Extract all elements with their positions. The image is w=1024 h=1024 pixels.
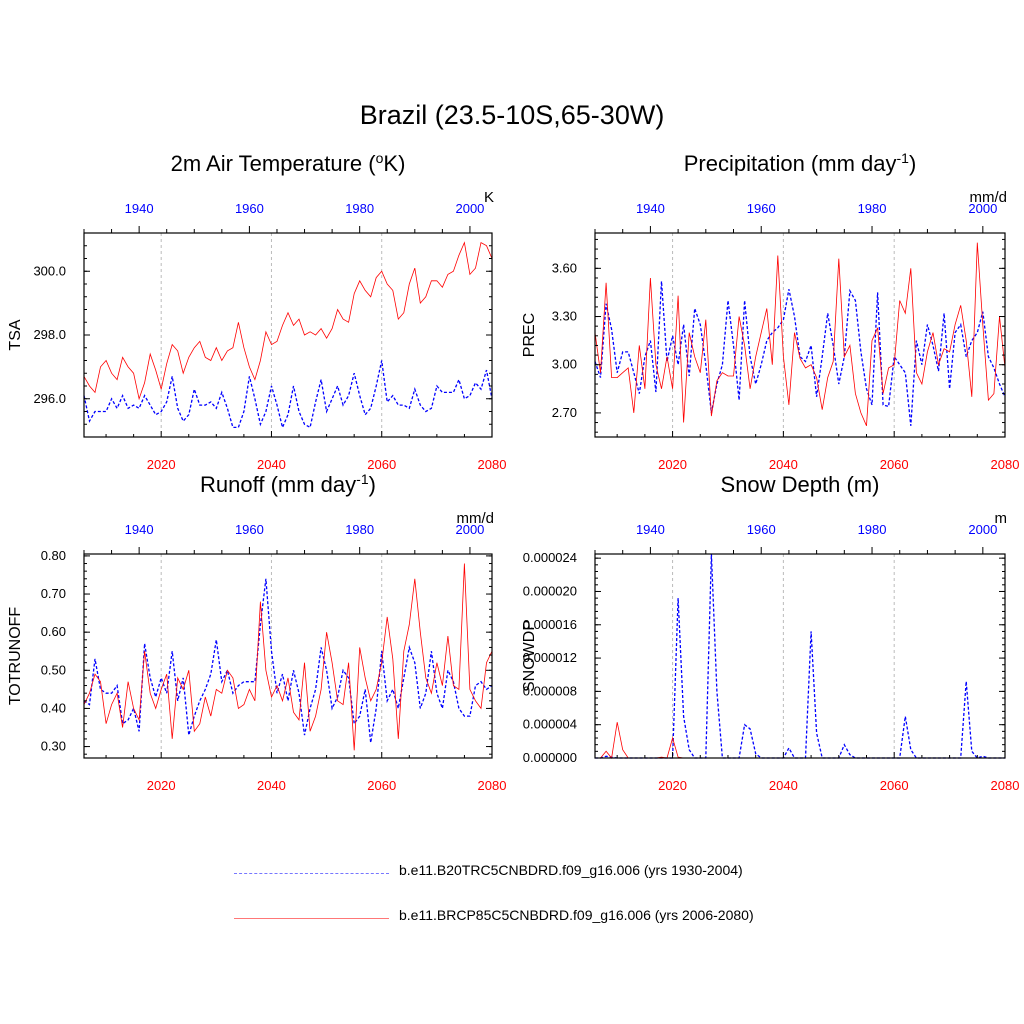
y-tick-label: 3.30: [552, 309, 577, 324]
x-tick-label-top: 2000: [455, 201, 484, 216]
legend-label-future: b.e11.BRCP85C5CNBDRD.f09_g16.006 (yrs 20…: [399, 907, 754, 923]
y-tick-label: 0.000016: [523, 617, 577, 632]
x-tick-label-bottom: 2060: [880, 457, 909, 472]
series-line-future: [83, 241, 493, 401]
x-tick-label-bottom: 2020: [658, 457, 687, 472]
chart-panel-3: Snow Depth (m) m SNOWDP 0.000000 0.000004 0.0…: [521, 472, 1019, 793]
series-line-historical: [594, 281, 1006, 426]
units-label: K: [484, 189, 494, 206]
main-title: Brazil (23.5-10S,65-30W): [359, 100, 665, 130]
plot-frame: [594, 553, 1006, 759]
x-tick-label-bottom: 2060: [880, 778, 909, 793]
y-tick-label: 298.0: [33, 327, 66, 342]
y-tick-label: 0.000004: [523, 717, 577, 732]
series-line-future: [595, 722, 1005, 759]
y-tick-label: 0.30: [41, 739, 66, 754]
y-tick-label: 3.00: [552, 357, 577, 372]
panel-title: Precipitation (mm day-1): [684, 150, 917, 176]
chart-panel-2: Runoff (mm day-1) mm/d TOTRUNOFF 0.30 0.40 0.…: [7, 471, 506, 793]
units-label: mm/d: [970, 189, 1008, 206]
chart-panel-0: 2m Air Temperature (oK) K TSA 296.0 298.0 300…: [7, 150, 506, 472]
y-tick-label: 0.50: [41, 662, 66, 677]
x-tick-label-top: 1960: [235, 522, 264, 537]
y-tick-label: 3.60: [552, 260, 577, 275]
x-tick-label-top: 1960: [235, 201, 264, 216]
chart-panel-1: Precipitation (mm day-1) mm/d PREC 2.70 3.00…: [521, 150, 1019, 472]
x-tick-label-top: 1940: [636, 201, 665, 216]
x-tick-label-bottom: 2020: [658, 778, 687, 793]
panel-title: Runoff (mm day-1): [200, 471, 376, 497]
y-tick-label: 0.000024: [523, 550, 577, 565]
x-tick-label-top: 1940: [125, 522, 154, 537]
y-axis-label: PREC: [521, 313, 538, 357]
x-tick-label-top: 1940: [125, 201, 154, 216]
y-tick-label: 0.000012: [523, 650, 577, 665]
x-tick-label-top: 1960: [747, 522, 776, 537]
y-tick-label: 296.0: [33, 391, 66, 406]
y-tick-label: 0.000000: [523, 750, 577, 765]
x-tick-label-top: 1960: [747, 201, 776, 216]
y-tick-label: 0.60: [41, 624, 66, 639]
legend-dashed-line: [234, 873, 389, 874]
units-label: mm/d: [457, 510, 495, 527]
x-tick-label-bottom: 2080: [991, 778, 1020, 793]
series-line-future: [594, 242, 1006, 426]
x-tick-label-bottom: 2040: [769, 457, 798, 472]
x-tick-label-top: 1940: [636, 522, 665, 537]
panel-title: Snow Depth (m): [721, 472, 880, 497]
x-tick-label-top: 2000: [968, 201, 997, 216]
plot-frame: [83, 553, 493, 759]
y-tick-label: 2.70: [552, 405, 577, 420]
x-tick-label-bottom: 2080: [991, 457, 1020, 472]
x-tick-label-bottom: 2040: [257, 457, 286, 472]
series-line-future: [83, 563, 493, 751]
x-tick-label-top: 2000: [455, 522, 484, 537]
units-label: m: [995, 510, 1008, 527]
plot-frame: [83, 232, 493, 438]
x-tick-label-bottom: 2040: [769, 778, 798, 793]
legend-solid-line: [234, 918, 389, 919]
x-tick-label-bottom: 2040: [257, 778, 286, 793]
x-tick-label-top: 1980: [858, 522, 887, 537]
series-line-historical: [83, 360, 493, 430]
y-axis-label: TSA: [7, 319, 24, 350]
y-axis-label: TOTRUNOFF: [7, 607, 24, 706]
legend-label-historical: b.e11.B20TRC5CNBDRD.f09_g16.006 (yrs 193…: [399, 862, 743, 878]
x-tick-label-bottom: 2060: [367, 457, 396, 472]
y-tick-label: 0.70: [41, 586, 66, 601]
y-tick-label: 0.000008: [523, 683, 577, 698]
y-tick-label: 0.000020: [523, 583, 577, 598]
y-axis-label: SNOWDP: [521, 620, 538, 692]
x-tick-label-bottom: 2080: [478, 778, 507, 793]
x-tick-label-bottom: 2060: [367, 778, 396, 793]
x-tick-label-top: 2000: [968, 522, 997, 537]
y-tick-label: 300.0: [33, 263, 66, 278]
x-tick-label-bottom: 2080: [478, 457, 507, 472]
series-line-historical: [595, 553, 1005, 759]
x-tick-label-bottom: 2020: [147, 778, 176, 793]
panel-title: 2m Air Temperature (oK): [171, 150, 406, 176]
x-tick-label-top: 1980: [345, 201, 374, 216]
x-tick-label-top: 1980: [858, 201, 887, 216]
x-tick-label-top: 1980: [345, 522, 374, 537]
series-line-historical: [83, 578, 493, 743]
y-tick-label: 0.80: [41, 548, 66, 563]
plot-frame: [594, 232, 1006, 438]
y-tick-label: 0.40: [41, 700, 66, 715]
x-tick-label-bottom: 2020: [147, 457, 176, 472]
